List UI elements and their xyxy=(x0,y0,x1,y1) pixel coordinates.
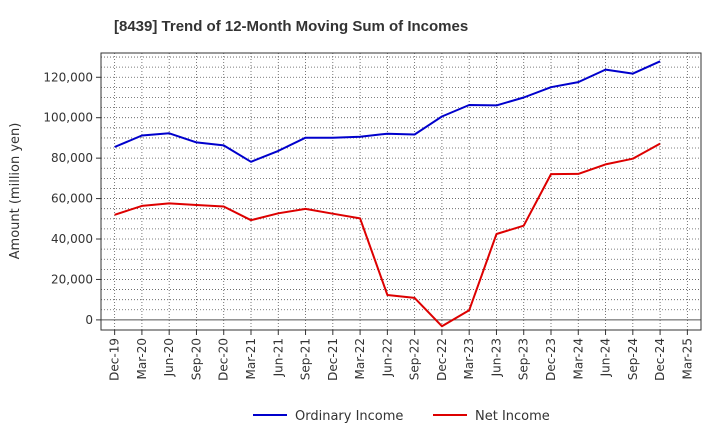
y-tick-label: 80,000 xyxy=(51,151,93,165)
plot-area xyxy=(101,53,701,330)
x-tick-label: Dec-20 xyxy=(217,338,231,381)
x-tick-label: Mar-24 xyxy=(571,338,585,379)
y-tick-label: 60,000 xyxy=(51,192,93,206)
legend-label: Net Income xyxy=(475,409,550,424)
x-axis: Dec-19 Mar-20 Jun-20 Sep-20 Dec-20 Mar-21 Jun-… xyxy=(108,330,695,381)
y-axis: 0 20,000 40,000 60,000 80,000 100,000 120,000 xyxy=(43,70,101,327)
y-tick-label: 40,000 xyxy=(51,232,93,246)
legend: Ordinary Income Net Income xyxy=(253,409,550,424)
x-tick-label: Mar-22 xyxy=(353,338,367,379)
grid xyxy=(101,53,701,330)
x-tick-label: Jun-22 xyxy=(380,338,394,377)
x-tick-label: Dec-21 xyxy=(326,338,340,381)
x-tick-label: Mar-21 xyxy=(244,338,258,379)
y-tick-label: 0 xyxy=(85,313,93,327)
x-tick-label: Sep-23 xyxy=(517,338,531,380)
x-tick-label: Mar-20 xyxy=(135,338,149,379)
x-tick-label: Dec-19 xyxy=(108,338,122,381)
y-tick-label: 100,000 xyxy=(43,111,93,125)
x-tick-label: Mar-23 xyxy=(462,338,476,379)
x-tick-label: Mar-25 xyxy=(680,338,694,379)
chart: [8439] Trend of 12-Month Moving Sum of I… xyxy=(0,0,720,440)
x-tick-label: Sep-21 xyxy=(299,338,313,380)
x-tick-label: Sep-24 xyxy=(626,338,640,380)
x-tick-label: Sep-20 xyxy=(189,338,203,380)
x-tick-label: Jun-20 xyxy=(162,338,176,377)
x-tick-label: Jun-24 xyxy=(599,338,613,377)
y-tick-label: 20,000 xyxy=(51,272,93,286)
legend-label: Ordinary Income xyxy=(295,409,403,424)
x-tick-label: Dec-23 xyxy=(544,338,558,381)
y-tick-label: 120,000 xyxy=(43,70,93,84)
x-tick-label: Dec-24 xyxy=(653,338,667,381)
y-axis-label: Amount (million yen) xyxy=(8,123,23,260)
x-tick-label: Jun-23 xyxy=(489,338,503,377)
x-tick-label: Sep-22 xyxy=(408,338,422,380)
chart-title: [8439] Trend of 12-Month Moving Sum of I… xyxy=(114,18,468,35)
x-tick-label: Dec-22 xyxy=(435,338,449,381)
x-tick-label: Jun-21 xyxy=(271,338,285,377)
